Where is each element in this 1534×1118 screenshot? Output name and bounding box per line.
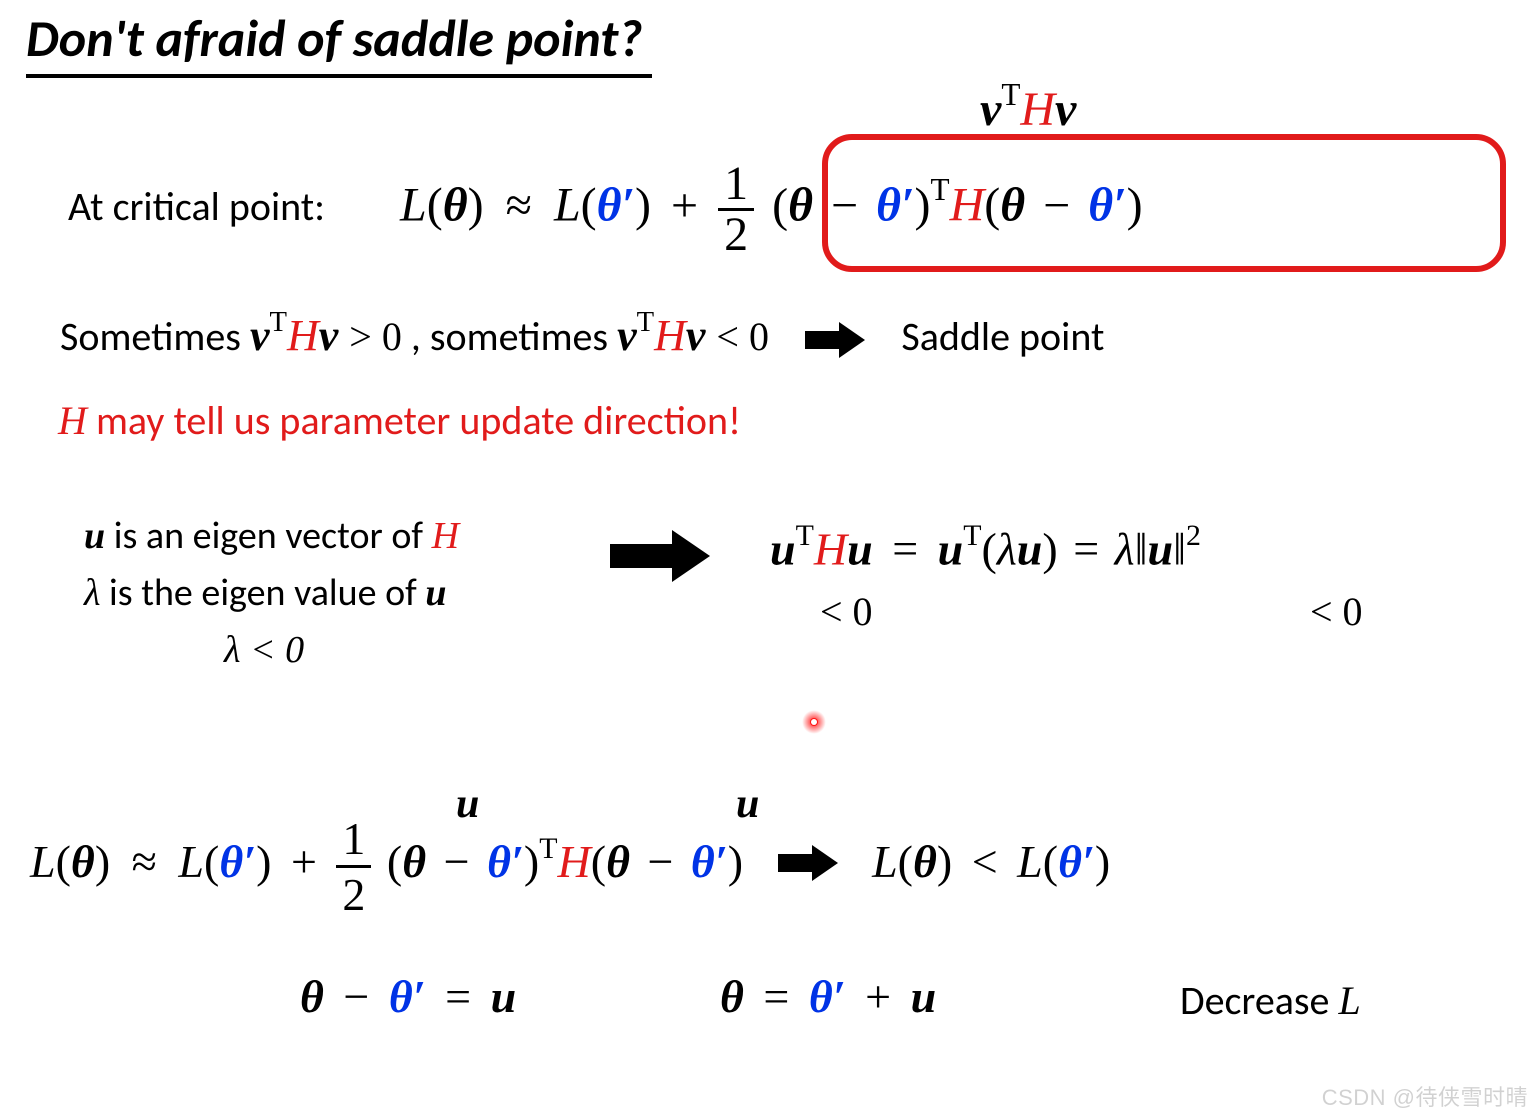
eigen-line-3: λ < 0 [84, 622, 459, 679]
line-h-tells: H H may tell us parameter update directi… [58, 396, 741, 445]
lt0-label-1: < 0 [820, 588, 873, 635]
eigen-line-2: λ is the eigen value of u [84, 565, 459, 622]
eq-bottom: L(θ) ≈ L(θ′) + 1 2 (θ − θ′)TH(θ − θ′) L(… [30, 812, 1110, 921]
watermark: CSDN @待侠雪时晴 [1322, 1080, 1528, 1112]
line-sometimes: Sometimes vTHv > 0 , sometimes vTHv < 0 … [60, 310, 1104, 361]
eq-theta-set: θ = θ′ + u [720, 970, 936, 1023]
highlight-box [822, 134, 1506, 272]
fraction-half: 1 2 [718, 160, 754, 259]
eigen-block: u is an eigen vector of H λ is the eigen… [84, 508, 459, 679]
slide: Don't afraid of saddle point? vTHv At cr… [0, 0, 1534, 1118]
label-critical-point: At critical point: [68, 182, 325, 231]
eigen-line-1: u is an eigen vector of H [84, 508, 459, 565]
laser-pointer-icon [802, 710, 826, 734]
lt0-label-2: < 0 [1310, 588, 1363, 635]
arrow-icon [778, 845, 838, 881]
label-vTHv-top: vTHv [980, 80, 1076, 137]
label-decrease: Decrease L [1180, 976, 1361, 1025]
eq-theta-minus-u: θ − θ′ = u [300, 970, 516, 1023]
arrow-icon-large [610, 530, 710, 587]
fraction-half-2: 1 2 [336, 812, 371, 921]
page-title: Don't afraid of saddle point? [26, 6, 652, 78]
arrow-icon [805, 322, 865, 358]
eq-uthu: uTHu = uT(λu) = λ‖u‖2 [770, 522, 1201, 575]
